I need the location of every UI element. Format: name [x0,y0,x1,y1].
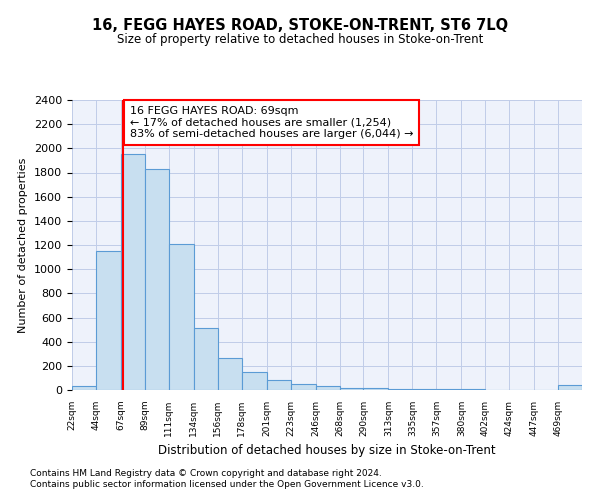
Bar [145,169,169,390]
Bar [412,389,436,390]
Bar [242,372,266,390]
Bar [96,251,121,390]
Bar [194,328,218,390]
Bar [218,358,242,390]
X-axis label: Distribution of detached houses by size in Stoke-on-Trent: Distribution of detached houses by size … [158,444,496,458]
Bar [72,386,96,390]
Bar [558,385,582,390]
Bar [266,380,290,390]
Bar [290,384,316,390]
Bar [364,388,388,390]
Text: 16 FEGG HAYES ROAD: 69sqm
← 17% of detached houses are smaller (1,254)
83% of se: 16 FEGG HAYES ROAD: 69sqm ← 17% of detac… [130,106,413,139]
Bar [388,389,412,390]
Y-axis label: Number of detached properties: Number of detached properties [19,158,28,332]
Text: Contains public sector information licensed under the Open Government Licence v3: Contains public sector information licen… [30,480,424,489]
Text: Size of property relative to detached houses in Stoke-on-Trent: Size of property relative to detached ho… [117,32,483,46]
Bar [169,244,194,390]
Text: 16, FEGG HAYES ROAD, STOKE-ON-TRENT, ST6 7LQ: 16, FEGG HAYES ROAD, STOKE-ON-TRENT, ST6… [92,18,508,32]
Text: Contains HM Land Registry data © Crown copyright and database right 2024.: Contains HM Land Registry data © Crown c… [30,468,382,477]
Bar [316,386,340,390]
Bar [121,154,145,390]
Bar [340,388,364,390]
